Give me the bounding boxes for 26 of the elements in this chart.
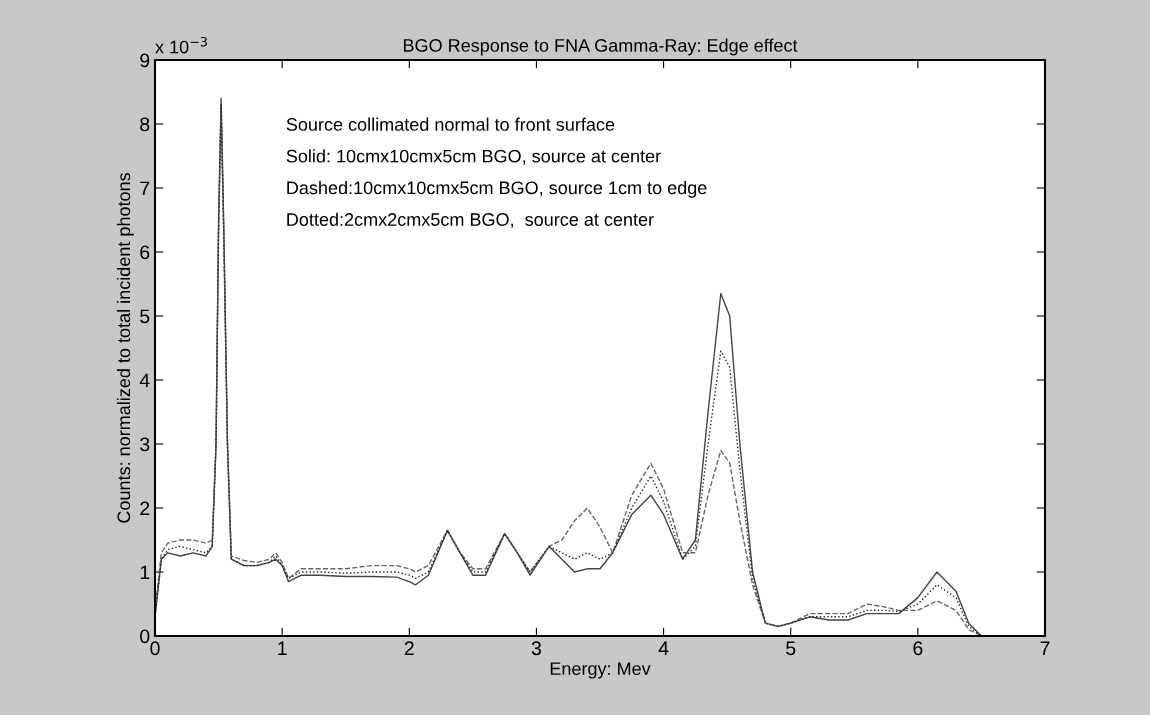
y-tick-label: 1 [140, 565, 150, 580]
y-tick-label: 5 [140, 309, 150, 324]
x-tick-label: 4 [658, 641, 669, 655]
x-tick-label: 1 [278, 641, 287, 655]
text: x 10$^{−3}$ [155, 36, 207, 54]
x-tick-label: 5 [786, 641, 796, 656]
x-tick-label: 3 [531, 641, 541, 656]
y-tick-label: 9 [140, 53, 150, 68]
x-tick-label: 0 [150, 641, 160, 656]
chart-title: BGO Response to FNA Gamma-Ray: Edge effect [403, 38, 798, 56]
x-tick-label: 6 [913, 641, 923, 656]
y-tick-label: 4 [139, 373, 150, 388]
annotation: Dotted:2cmx2cmx5cm BGO, source at center [287, 212, 654, 229]
y-tick-label: 3 [140, 437, 150, 452]
annotation: Solid: 10cmx10cmx5cm BGO, source at center [286, 149, 661, 165]
y-tick-label: 0 [140, 629, 150, 644]
y-tick-label: 2 [140, 501, 150, 516]
y-tick-label: 8 [140, 117, 150, 132]
y-tick-label: 6 [140, 245, 150, 260]
y-axis-title: Counts: normalized to total incident photons [116, 172, 134, 523]
x-axis-title: Energy: Mev [550, 662, 651, 679]
y-tick-label: 7 [140, 181, 150, 196]
x-tick-label: 2 [404, 641, 414, 655]
x-tick-label: 7 [1040, 641, 1050, 655]
annotation: Dashed:10cmx10cmx5cm BGO, source 1cm to edge [287, 180, 707, 198]
annotation: Source collimated normal to front surface [286, 117, 615, 131]
